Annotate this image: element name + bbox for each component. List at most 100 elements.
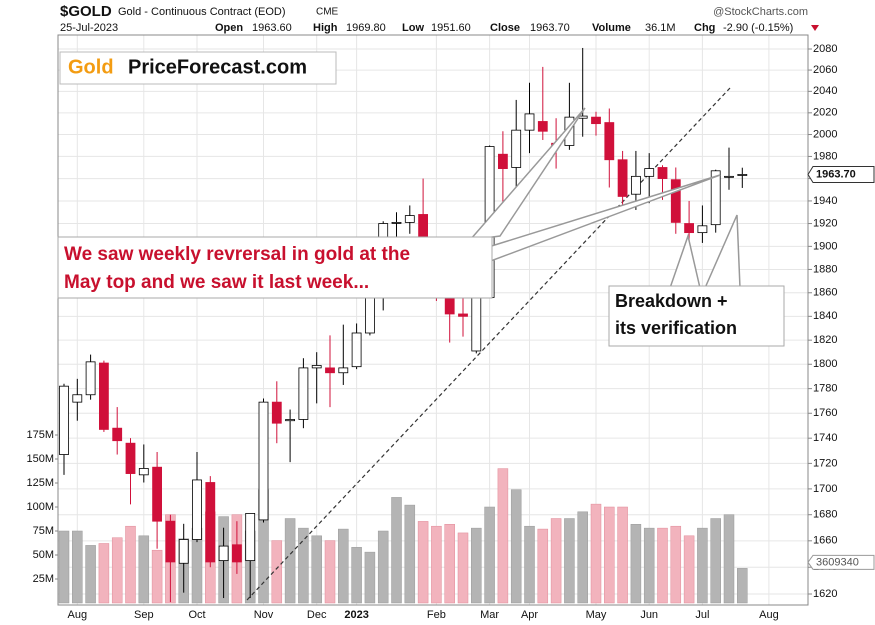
symbol: $GOLD xyxy=(60,3,112,20)
x-tick-label: Nov xyxy=(254,609,274,621)
candle-body xyxy=(404,215,415,223)
volume-bar xyxy=(564,518,575,604)
x-tick-label: Dec xyxy=(307,609,327,621)
plot-frame xyxy=(57,34,809,606)
annotation-text: its verification xyxy=(615,318,737,338)
open-label: Open xyxy=(215,22,243,34)
volume-bar xyxy=(271,540,283,604)
x-tick-label: Apr xyxy=(521,609,538,621)
volume-bar xyxy=(404,504,416,604)
candle-body xyxy=(72,394,83,403)
candle-body xyxy=(271,401,282,424)
candle-body xyxy=(218,545,229,562)
volume-tick-label: 50M xyxy=(33,549,54,561)
volume-bar xyxy=(351,547,362,604)
y-tick-label: 1720 xyxy=(813,457,837,469)
volume-bar xyxy=(657,527,668,604)
volume-bar xyxy=(510,489,522,604)
candle-body xyxy=(231,544,242,563)
close-label: Close xyxy=(490,22,520,34)
close-value: 1963.70 xyxy=(530,22,570,34)
volume-tick-label: 175M xyxy=(26,429,54,441)
candle-body xyxy=(258,401,269,521)
volume-tick-label: 75M xyxy=(33,525,54,537)
y-tick-label: 2020 xyxy=(813,107,837,119)
candle-body xyxy=(670,179,681,223)
candle-body xyxy=(458,313,468,317)
volume-bar xyxy=(111,537,123,604)
candle-body xyxy=(631,175,641,195)
volume-bar xyxy=(391,497,402,604)
candle-body xyxy=(697,225,708,234)
candle-body xyxy=(298,367,309,420)
candle-body xyxy=(325,367,335,374)
logo-site: PriceForecast.com xyxy=(128,56,307,78)
candle-body xyxy=(59,385,69,455)
candle-body xyxy=(125,442,136,474)
candle-body xyxy=(511,129,522,168)
x-tick-label: Mar xyxy=(480,609,499,621)
candle-body xyxy=(192,479,202,540)
volume-bar xyxy=(311,535,322,604)
candle-body xyxy=(85,361,96,396)
volume-label: Volume xyxy=(592,22,631,34)
y-tick-label: 2060 xyxy=(813,64,837,76)
y-tick-label: 1920 xyxy=(813,217,837,229)
y-tick-label: 1900 xyxy=(813,240,837,252)
low-label: Low xyxy=(402,22,424,34)
candle-body xyxy=(245,513,256,562)
trend-line xyxy=(246,87,731,601)
candle-body xyxy=(644,168,655,177)
high-label: High xyxy=(313,22,338,34)
volume-tick-label: 25M xyxy=(33,573,54,585)
candle-body xyxy=(338,367,349,374)
logo-box xyxy=(59,51,337,85)
last-volume-box xyxy=(807,554,875,570)
volume-bar xyxy=(643,527,655,604)
x-tick-label: Aug xyxy=(68,609,88,621)
volume-bar xyxy=(723,514,735,604)
volume-bar xyxy=(377,530,389,604)
y-tick-label: 2040 xyxy=(813,85,837,97)
volume-bar xyxy=(537,528,549,604)
date: 25-Jul-2023 xyxy=(60,22,118,34)
volume-bar xyxy=(72,530,83,604)
volume-bar xyxy=(431,525,442,604)
annotation-box xyxy=(57,236,493,299)
volume-bar xyxy=(138,535,150,604)
candle-body xyxy=(99,362,109,430)
candle-body xyxy=(391,221,402,224)
annotation-box xyxy=(608,285,785,347)
open-value: 1963.60 xyxy=(252,22,292,34)
annotation-text: May top and we saw it last week... xyxy=(64,272,369,293)
volume-tick-label: 150M xyxy=(26,453,54,465)
volume-tick-label: 125M xyxy=(26,477,54,489)
volume-bar xyxy=(85,545,96,604)
volume-bar xyxy=(471,527,482,604)
y-tick-label: 1700 xyxy=(813,483,837,495)
volume-bar xyxy=(338,528,349,604)
volume-bar xyxy=(604,506,615,604)
volume-bar xyxy=(457,532,469,604)
y-tick-label: 1780 xyxy=(813,383,837,395)
volume-bar xyxy=(737,568,748,604)
y-tick-label: 1740 xyxy=(813,432,837,444)
volume-bar xyxy=(630,524,642,604)
candle-body xyxy=(710,170,721,226)
candle-body xyxy=(311,365,322,369)
y-tick-label: 1760 xyxy=(813,407,837,419)
y-tick-label: 1660 xyxy=(813,535,837,547)
exchange: CME xyxy=(316,7,339,18)
y-tick-label: 1820 xyxy=(813,334,837,346)
volume-bar xyxy=(697,527,708,604)
candle-body xyxy=(178,539,189,564)
last-price-box xyxy=(807,165,875,183)
annotation-text: We saw weekly revrersal in gold at the xyxy=(64,244,410,265)
volume-bar xyxy=(497,468,509,604)
volume-bar xyxy=(98,543,110,604)
x-tick-label: 2023 xyxy=(344,609,368,621)
y-tick-label: 1800 xyxy=(813,358,837,370)
y-tick-label: 1880 xyxy=(813,263,837,275)
source: @StockCharts.com xyxy=(713,6,808,18)
